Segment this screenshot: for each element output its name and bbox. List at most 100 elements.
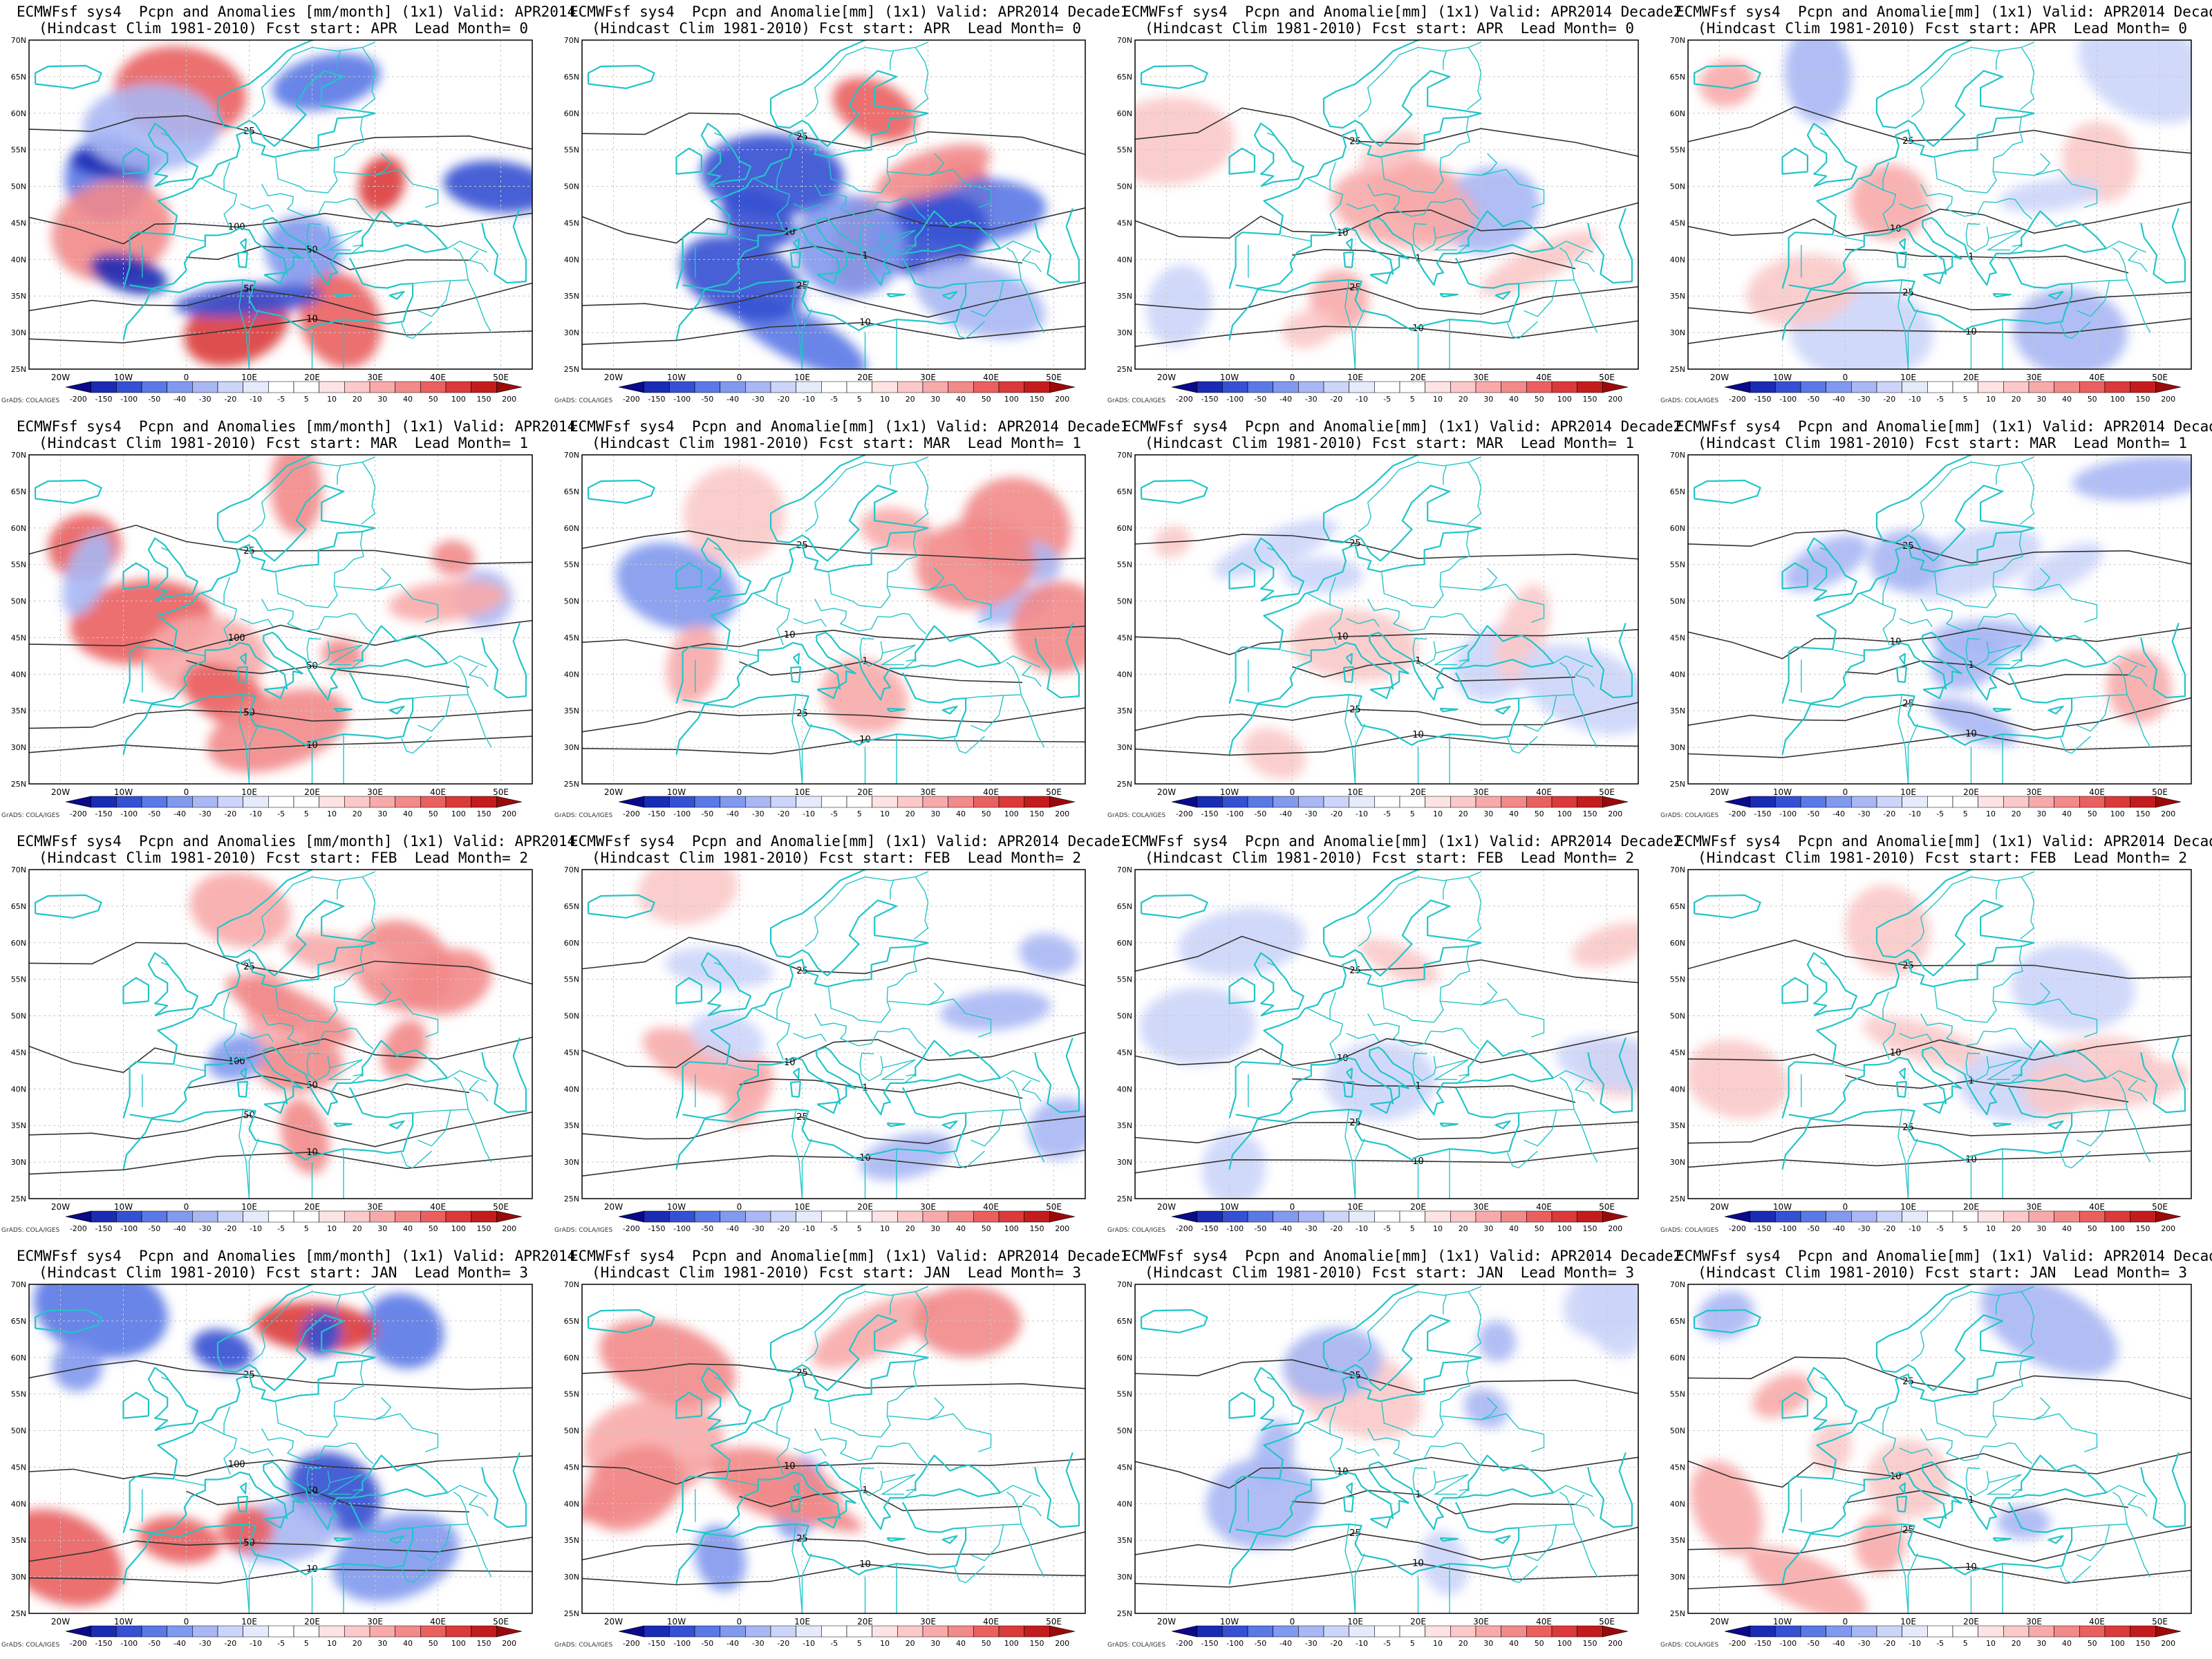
coastline [239, 1482, 247, 1494]
country-border [890, 50, 894, 71]
colorbar-tick-label: -100 [673, 395, 691, 404]
country-border [859, 1467, 883, 1497]
coastline [2021, 1040, 2107, 1079]
country-border [1346, 1447, 1380, 1456]
coastline [122, 147, 149, 175]
lat-tick-label: 50N [1117, 1012, 1132, 1021]
country-border [324, 198, 374, 220]
colorbar-tick-label: 50 [982, 809, 991, 818]
country-border [1860, 593, 1897, 646]
colorbar-swatch [1724, 1210, 1750, 1223]
country-border [1897, 1524, 1909, 1613]
lon-tick-label: 10W [1220, 1202, 1239, 1212]
coastline [1140, 479, 1208, 504]
lat-tick-label: 40N [11, 255, 26, 264]
country-border [1280, 234, 1311, 242]
lon-tick-label: 10W [667, 1202, 686, 1212]
lon-tick-label: 10W [1773, 787, 1792, 797]
contour-line [1135, 1031, 1638, 1067]
coastline [675, 147, 702, 175]
coastline [388, 1120, 405, 1130]
colorbar-tick-label: -30 [199, 1639, 212, 1648]
anomaly-area [860, 507, 934, 554]
colorbar [65, 1625, 523, 1638]
panel-subtitle: (Hindcast Clim 1981-2010) Fcst start: AP… [592, 20, 1082, 37]
coastline [263, 1101, 285, 1114]
coastline [792, 238, 800, 250]
colorbar-tick-label: 5 [857, 1639, 862, 1648]
lon-tick-label: 40E [2089, 1617, 2105, 1627]
lat-tick-label: 45N [1117, 1048, 1132, 1057]
colorbar-swatch [1349, 1210, 1375, 1223]
lon-tick-label: 50E [493, 373, 509, 382]
colorbar-tick-label: -5 [1936, 395, 1944, 404]
coastline [700, 952, 751, 1017]
country-border [2126, 694, 2151, 748]
colorbar-tick-label: 30 [1483, 1224, 1493, 1233]
anomaly-area [832, 77, 917, 141]
lat-tick-label: 65N [1117, 1317, 1132, 1326]
country-border [1443, 50, 1447, 71]
coastline [1140, 64, 1208, 89]
colorbar-tick-label: 150 [1583, 1224, 1597, 1233]
lon-tick-label: 40E [2089, 373, 2105, 382]
map-panel: ECMWFsf sys4 Pcpn and Anomalies [mm/mont… [0, 415, 576, 830]
colorbar-tick-label: 100 [1004, 1639, 1019, 1648]
colorbar-swatch [897, 1625, 924, 1638]
colorbar-swatch [1475, 381, 1501, 393]
contour-line [1135, 1456, 1638, 1489]
contour-line [186, 659, 470, 688]
colorbar-tick-label: -150 [1754, 1639, 1772, 1648]
country-border [1433, 644, 1469, 666]
country-border [418, 1524, 451, 1562]
lat-tick-label: 25N [1670, 1609, 1685, 1618]
coastline [886, 707, 906, 713]
lon-tick-label: 0 [184, 1617, 189, 1627]
lat-tick-label: 55N [1670, 561, 1685, 570]
country-border [890, 465, 894, 485]
lon-tick-label: 30E [367, 1617, 383, 1627]
colorbar-tick-label: -10 [1909, 1639, 1921, 1648]
country-border [1507, 735, 1538, 754]
colorbar-swatch [65, 1210, 91, 1223]
map-frame [28, 869, 533, 1199]
lat-tick-label: 70N [564, 865, 579, 874]
anomaly-shading [1690, 1284, 2118, 1613]
anomaly-area [138, 1516, 221, 1564]
lon-tick-label: 0 [184, 373, 189, 382]
map-panel: ECMWFsf sys4 Pcpn and Anomalies [mm/mont… [0, 830, 576, 1244]
contour-label: 50 [306, 245, 318, 256]
country-border [1920, 1013, 1985, 1047]
colorbar-swatch [1475, 1625, 1501, 1638]
contour-label: 10 [1890, 637, 1902, 648]
colorbar-tick-label: -100 [673, 1224, 691, 1233]
country-border [1524, 1524, 1557, 1562]
country-border [1456, 1074, 1470, 1085]
country-borders [695, 1286, 1045, 1613]
country-border [890, 880, 894, 900]
lat-tick-label: 40N [564, 1085, 579, 1094]
colorbar-swatch [1800, 1625, 1826, 1638]
credit-label: GrADS: COLA/IGES [1, 397, 60, 404]
coastline [915, 210, 1001, 250]
contour-label: 25 [796, 132, 808, 142]
lon-tick-label: 0 [184, 787, 189, 797]
country-border [1329, 162, 1336, 190]
country-border [327, 946, 364, 1023]
colorbar-tick-label: -20 [224, 809, 236, 818]
anomaly-area [1996, 1505, 2050, 1539]
colorbar-tick-label: 30 [930, 1639, 940, 1648]
country-border [335, 568, 392, 591]
country-border [1907, 724, 1918, 784]
country-border [1574, 250, 1595, 272]
coastline [147, 122, 198, 187]
lon-tick-label: 10W [1773, 1202, 1792, 1212]
colorbar-tick-label: -5 [277, 395, 285, 404]
contour-line [1845, 660, 2129, 685]
colorbar-swatch [1902, 381, 1928, 393]
coastline [886, 292, 906, 298]
lon-tick-label: 20E [1963, 1202, 1979, 1212]
colorbar-tick-label: -10 [250, 809, 262, 818]
contour-label: 10 [1890, 1472, 1902, 1482]
